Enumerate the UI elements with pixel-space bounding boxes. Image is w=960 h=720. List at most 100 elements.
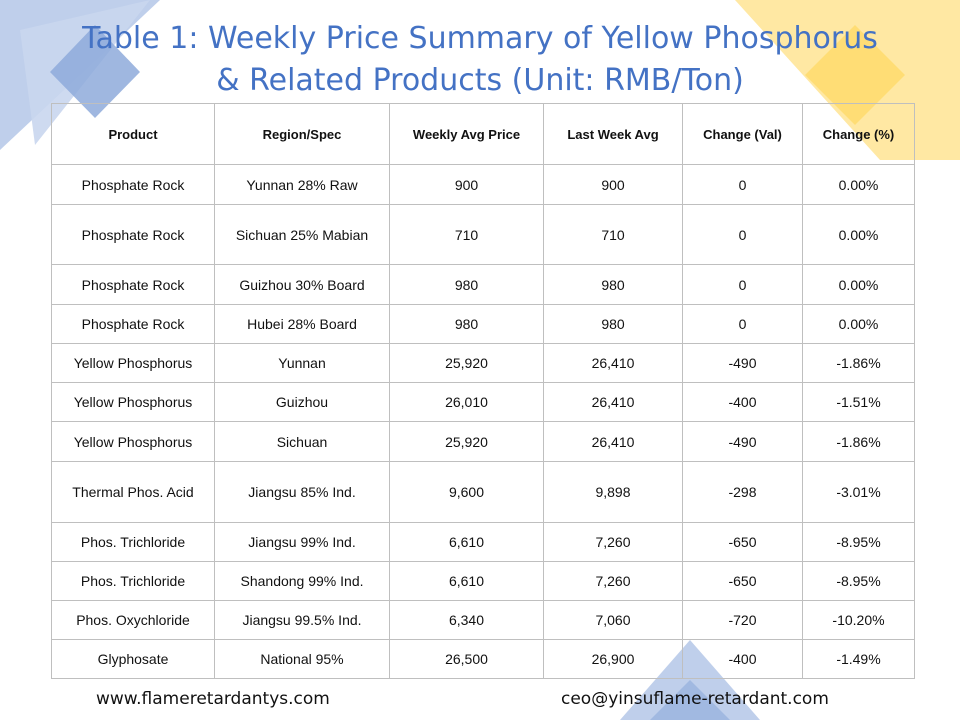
cell-product: Phos. Trichloride [51,561,215,601]
cell-last-week: 900 [543,164,683,205]
table-row: Phosphate Rock Sichuan 25% Mabian 710 71… [51,204,915,265]
cell-weekly-avg: 6,340 [389,600,544,640]
cell-product: Phosphate Rock [51,164,215,205]
cell-last-week: 9,898 [543,461,683,523]
column-header: Product [51,103,215,165]
cell-product: Yellow Phosphorus [51,421,215,462]
cell-change-pct: -3.01% [802,461,915,523]
cell-weekly-avg: 26,500 [389,639,544,679]
cell-last-week: 26,410 [543,382,683,422]
cell-last-week: 710 [543,204,683,265]
cell-region: National 95% [214,639,390,679]
cell-last-week: 26,410 [543,343,683,383]
cell-change-val: -400 [682,382,803,422]
decor-blue-bottom-small [650,680,730,720]
table-body: Phosphate Rock Yunnan 28% Raw 900 900 0 … [51,164,915,679]
cell-region: Hubei 28% Board [214,304,390,344]
cell-change-val: -720 [682,600,803,640]
cell-weekly-avg: 9,600 [389,461,544,523]
table-row: Yellow Phosphorus Sichuan 25,920 26,410 … [51,421,915,462]
column-header: Weekly Avg Price [389,103,544,165]
cell-product: Glyphosate [51,639,215,679]
cell-change-pct: -1.49% [802,639,915,679]
cell-product: Phos. Oxychloride [51,600,215,640]
cell-change-pct: -1.51% [802,382,915,422]
cell-last-week: 26,900 [543,639,683,679]
cell-weekly-avg: 980 [389,264,544,305]
cell-region: Sichuan [214,421,390,462]
cell-product: Phosphate Rock [51,204,215,265]
cell-last-week: 26,410 [543,421,683,462]
footer-email[interactable]: ceo@yinsuflame-retardant.com [561,689,829,709]
decor-blue-diamond [50,25,140,118]
cell-change-pct: -1.86% [802,421,915,462]
price-table: Product Region/Spec Weekly Avg Price Las… [51,103,915,679]
table-header-row: Product Region/Spec Weekly Avg Price Las… [51,103,915,165]
table-row: Phos. Trichloride Jiangsu 99% Ind. 6,610… [51,522,915,562]
table-row: Phos. Trichloride Shandong 99% Ind. 6,61… [51,561,915,601]
cell-weekly-avg: 6,610 [389,561,544,601]
column-header: Change (Val) [682,103,803,165]
cell-weekly-avg: 25,920 [389,343,544,383]
cell-change-pct: 0.00% [802,304,915,344]
table-row: Yellow Phosphorus Yunnan 25,920 26,410 -… [51,343,915,383]
cell-region: Yunnan 28% Raw [214,164,390,205]
cell-change-val: 0 [682,304,803,344]
cell-last-week: 7,260 [543,522,683,562]
cell-product: Phos. Trichloride [51,522,215,562]
table-row: Phosphate Rock Hubei 28% Board 980 980 0… [51,304,915,344]
cell-product: Yellow Phosphorus [51,382,215,422]
cell-product: Phosphate Rock [51,264,215,305]
page-title-line-2: & Related Products (Unit: RMB/Ton) [216,63,744,98]
cell-weekly-avg: 25,920 [389,421,544,462]
cell-weekly-avg: 900 [389,164,544,205]
cell-change-pct: -8.95% [802,561,915,601]
cell-change-pct: -8.95% [802,522,915,562]
cell-change-pct: 0.00% [802,264,915,305]
page-title: Table 1: Weekly Price Summary of Yellow … [0,18,960,102]
table-row: Phosphate Rock Yunnan 28% Raw 900 900 0 … [51,164,915,205]
cell-last-week: 980 [543,264,683,305]
table-row: Glyphosate National 95% 26,500 26,900 -4… [51,639,915,679]
table-row: Phosphate Rock Guizhou 30% Board 980 980… [51,264,915,305]
column-header: Last Week Avg [543,103,683,165]
cell-change-val: 0 [682,204,803,265]
cell-region: Jiangsu 99.5% Ind. [214,600,390,640]
cell-region: Jiangsu 85% Ind. [214,461,390,523]
cell-weekly-avg: 26,010 [389,382,544,422]
cell-region: Guizhou [214,382,390,422]
column-header: Change (%) [802,103,915,165]
cell-change-val: -650 [682,522,803,562]
footer-website[interactable]: www.flameretardantys.com [96,689,330,709]
cell-product: Phosphate Rock [51,304,215,344]
cell-region: Sichuan 25% Mabian [214,204,390,265]
column-header: Region/Spec [214,103,390,165]
cell-product: Yellow Phosphorus [51,343,215,383]
cell-last-week: 7,060 [543,600,683,640]
page-title-line-1: Table 1: Weekly Price Summary of Yellow … [82,21,878,56]
cell-weekly-avg: 980 [389,304,544,344]
cell-region: Guizhou 30% Board [214,264,390,305]
cell-change-pct: -10.20% [802,600,915,640]
cell-region: Yunnan [214,343,390,383]
cell-change-val: -490 [682,421,803,462]
table-row: Thermal Phos. Acid Jiangsu 85% Ind. 9,60… [51,461,915,523]
cell-region: Shandong 99% Ind. [214,561,390,601]
cell-last-week: 980 [543,304,683,344]
cell-weekly-avg: 6,610 [389,522,544,562]
cell-change-pct: 0.00% [802,164,915,205]
cell-change-val: -400 [682,639,803,679]
cell-change-pct: 0.00% [802,204,915,265]
cell-weekly-avg: 710 [389,204,544,265]
decor-yellow-diamond [805,25,905,125]
table-row: Phos. Oxychloride Jiangsu 99.5% Ind. 6,3… [51,600,915,640]
cell-change-val: -298 [682,461,803,523]
cell-change-val: -490 [682,343,803,383]
cell-last-week: 7,260 [543,561,683,601]
cell-change-val: 0 [682,264,803,305]
cell-product: Thermal Phos. Acid [51,461,215,523]
table-row: Yellow Phosphorus Guizhou 26,010 26,410 … [51,382,915,422]
cell-change-val: 0 [682,164,803,205]
cell-change-pct: -1.86% [802,343,915,383]
cell-region: Jiangsu 99% Ind. [214,522,390,562]
